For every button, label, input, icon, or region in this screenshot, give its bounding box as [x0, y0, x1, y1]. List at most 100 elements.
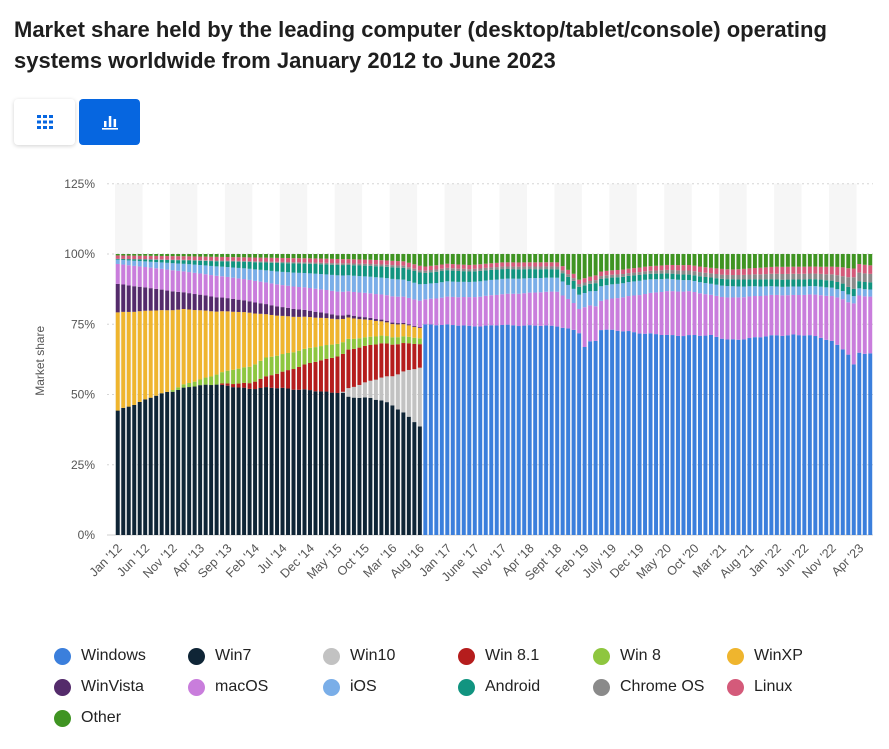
bar-segment [236, 383, 241, 388]
bar-column [719, 254, 724, 535]
bar-segment [621, 297, 626, 332]
legend-item[interactable]: Other [54, 709, 121, 727]
bar-segment [736, 254, 741, 270]
bar-segment [335, 291, 340, 316]
chart-view-button[interactable] [79, 99, 140, 145]
bar-segment [527, 278, 532, 293]
legend-item[interactable]: Win 8.1 [458, 647, 539, 665]
bar-segment [373, 320, 378, 337]
bar-column [763, 254, 768, 535]
bar-segment [527, 292, 532, 326]
bar-column [522, 254, 527, 535]
bar-segment [401, 279, 406, 297]
legend-item[interactable]: macOS [188, 678, 268, 696]
bar-column [643, 254, 648, 535]
bar-segment [187, 254, 192, 257]
bar-segment [637, 254, 642, 268]
bar-segment [308, 254, 312, 259]
bar-segment [329, 258, 334, 264]
bar-segment [703, 267, 708, 273]
bar-segment [297, 262, 301, 264]
bar-segment [302, 263, 307, 274]
legend-item[interactable]: Linux [727, 678, 792, 696]
bar-segment [181, 256, 186, 260]
legend-item[interactable]: WinVista [54, 678, 144, 696]
legend-item[interactable]: Win10 [323, 647, 395, 665]
bar-segment [791, 266, 796, 274]
bar-segment [412, 326, 417, 338]
bar-segment [357, 338, 362, 348]
bar-segment [121, 258, 126, 261]
legend-item[interactable]: Windows [54, 647, 146, 665]
bar-segment [401, 412, 406, 535]
bar-segment [242, 257, 247, 261]
bar-segment [236, 267, 241, 279]
bar-segment [280, 263, 285, 272]
bar-segment [840, 299, 845, 350]
bar-segment [148, 288, 153, 311]
bar-segment [231, 267, 236, 278]
bar-segment [588, 281, 593, 284]
bar-column [362, 254, 367, 535]
bar-segment [291, 263, 296, 273]
bar-segment [703, 276, 708, 284]
bar-column [835, 254, 840, 535]
bar-segment [269, 387, 274, 535]
bar-segment [450, 296, 455, 326]
bar-column [687, 254, 691, 535]
bar-segment [846, 354, 851, 535]
bar-segment [357, 384, 362, 398]
bar-column [242, 254, 247, 535]
bar-column [137, 254, 142, 535]
bar-segment [373, 319, 378, 321]
bar-segment [368, 263, 373, 266]
bar-segment [406, 267, 411, 270]
bar-segment [154, 395, 159, 535]
bar-segment [143, 259, 148, 262]
legend-item[interactable]: Android [458, 678, 540, 696]
bar-segment [516, 269, 521, 279]
bar-segment [231, 254, 236, 258]
bar-segment [829, 280, 834, 288]
bar-segment [187, 264, 192, 273]
bar-segment [461, 264, 466, 269]
bar-segment [456, 264, 461, 269]
bar-segment [362, 276, 367, 293]
bar-segment [379, 321, 384, 336]
bar-column [417, 254, 422, 535]
bar-segment [796, 335, 801, 535]
legend-label: Win7 [215, 647, 252, 664]
bar-segment [395, 324, 400, 338]
bar-segment [209, 260, 214, 262]
legend-item[interactable]: iOS [323, 678, 377, 696]
bar-segment [703, 254, 708, 268]
legend-item[interactable]: Win 8 [593, 647, 661, 665]
bar-segment [692, 335, 697, 535]
table-view-button[interactable] [14, 99, 75, 145]
bar-segment [275, 262, 280, 272]
legend-item[interactable]: Win7 [188, 647, 251, 665]
bar-segment [379, 294, 384, 320]
bar-segment [373, 266, 378, 278]
bar-segment [373, 336, 378, 345]
bar-segment [423, 324, 428, 535]
bar-segment [747, 338, 752, 535]
bar-segment [373, 264, 378, 267]
bar-segment [401, 261, 406, 266]
bar-segment [137, 311, 142, 402]
bar-segment [752, 279, 757, 287]
bar-segment [588, 254, 593, 277]
bar-column [428, 254, 433, 535]
bar-segment [725, 286, 730, 298]
legend-item[interactable]: WinXP [727, 647, 803, 665]
bar-segment [368, 293, 373, 318]
bar-segment [176, 270, 181, 292]
bar-segment [379, 400, 384, 535]
bar-segment [428, 298, 433, 325]
bar-segment [324, 262, 329, 265]
bar-segment [637, 272, 642, 275]
legend-item[interactable]: Chrome OS [593, 678, 704, 696]
bar-segment [313, 264, 318, 274]
bar-segment [494, 325, 499, 535]
